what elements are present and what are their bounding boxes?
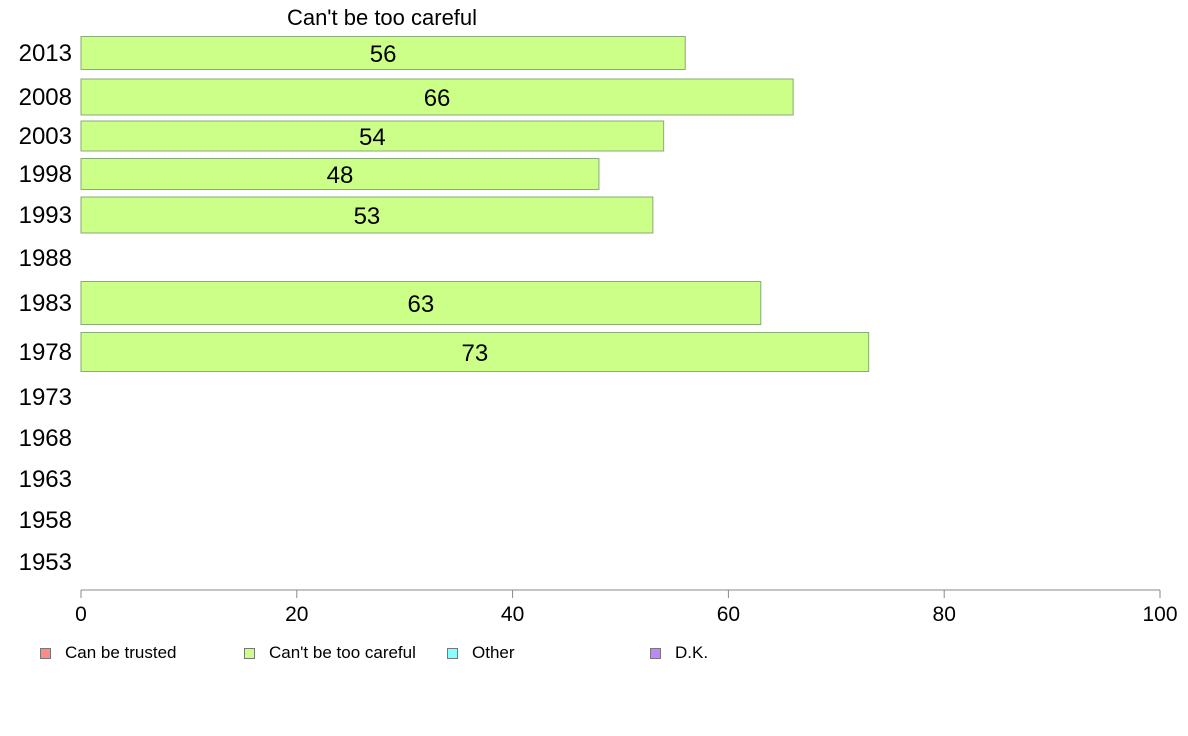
x-tick-label: 100 bbox=[1142, 603, 1177, 626]
bar bbox=[80, 158, 600, 190]
y-tick-label: 2008 bbox=[19, 84, 72, 111]
bar-value-label: 66 bbox=[424, 85, 451, 112]
chart-title: Can't be too careful bbox=[286, 5, 478, 30]
legend-swatch-can-be-trusted bbox=[40, 647, 51, 659]
bar-value-label: 56 bbox=[370, 41, 397, 68]
bar bbox=[80, 196, 654, 234]
y-tick-label: 2013 bbox=[19, 40, 72, 67]
y-tick-label: 1978 bbox=[19, 339, 72, 366]
bar-value-label: 48 bbox=[327, 162, 354, 189]
y-tick-label: 1983 bbox=[19, 290, 72, 317]
legend-swatch-cant-be-too-careful bbox=[244, 647, 255, 659]
bar bbox=[80, 281, 762, 325]
x-axis: 0 20 40 60 80 100 bbox=[75, 589, 1178, 626]
bar bbox=[80, 78, 794, 116]
legend-swatch-dk bbox=[650, 647, 661, 659]
bar bbox=[80, 36, 686, 70]
x-tick-label: 20 bbox=[285, 603, 308, 626]
y-tick-label: 1968 bbox=[19, 425, 72, 452]
x-tick-label: 0 bbox=[75, 603, 87, 626]
legend-item-other: Other bbox=[447, 640, 515, 666]
bar-value-label: 73 bbox=[461, 340, 488, 367]
legend-item-dk: D.K. bbox=[650, 640, 708, 666]
legend-label: D.K. bbox=[675, 643, 709, 662]
legend-item-can-be-trusted: Can be trusted bbox=[40, 640, 177, 666]
bar bbox=[80, 120, 665, 152]
bar-value-label: 54 bbox=[359, 124, 386, 151]
x-tick-label: 60 bbox=[717, 603, 740, 626]
y-tick-label: 1963 bbox=[19, 466, 72, 493]
legend-label: Can't be too careful bbox=[269, 643, 416, 662]
bar-value-label: 63 bbox=[408, 291, 435, 318]
y-axis-labels: 2013 2008 2003 1998 1993 1988 1983 1978 1973 1968… bbox=[19, 40, 72, 576]
bar bbox=[80, 332, 870, 372]
x-tick-label: 80 bbox=[933, 603, 956, 626]
y-tick-label: 1958 bbox=[19, 507, 72, 534]
x-tick-label: 40 bbox=[501, 603, 524, 626]
legend-label: Can be trusted bbox=[65, 643, 177, 662]
y-tick-label: 1953 bbox=[19, 549, 72, 576]
legend: Can be trusted Can't be too careful Othe… bbox=[0, 640, 1188, 666]
legend-item-cant-be-too-careful: Can't be too careful bbox=[244, 640, 416, 666]
legend-label: Other bbox=[472, 643, 515, 662]
y-tick-label: 1998 bbox=[19, 161, 72, 188]
y-tick-label: 1988 bbox=[19, 245, 72, 272]
y-tick-label: 2003 bbox=[19, 123, 72, 150]
legend-swatch-other bbox=[447, 647, 458, 659]
bar-value-label: 53 bbox=[354, 203, 381, 230]
y-tick-label: 1993 bbox=[19, 202, 72, 229]
y-tick-label: 1973 bbox=[19, 384, 72, 411]
